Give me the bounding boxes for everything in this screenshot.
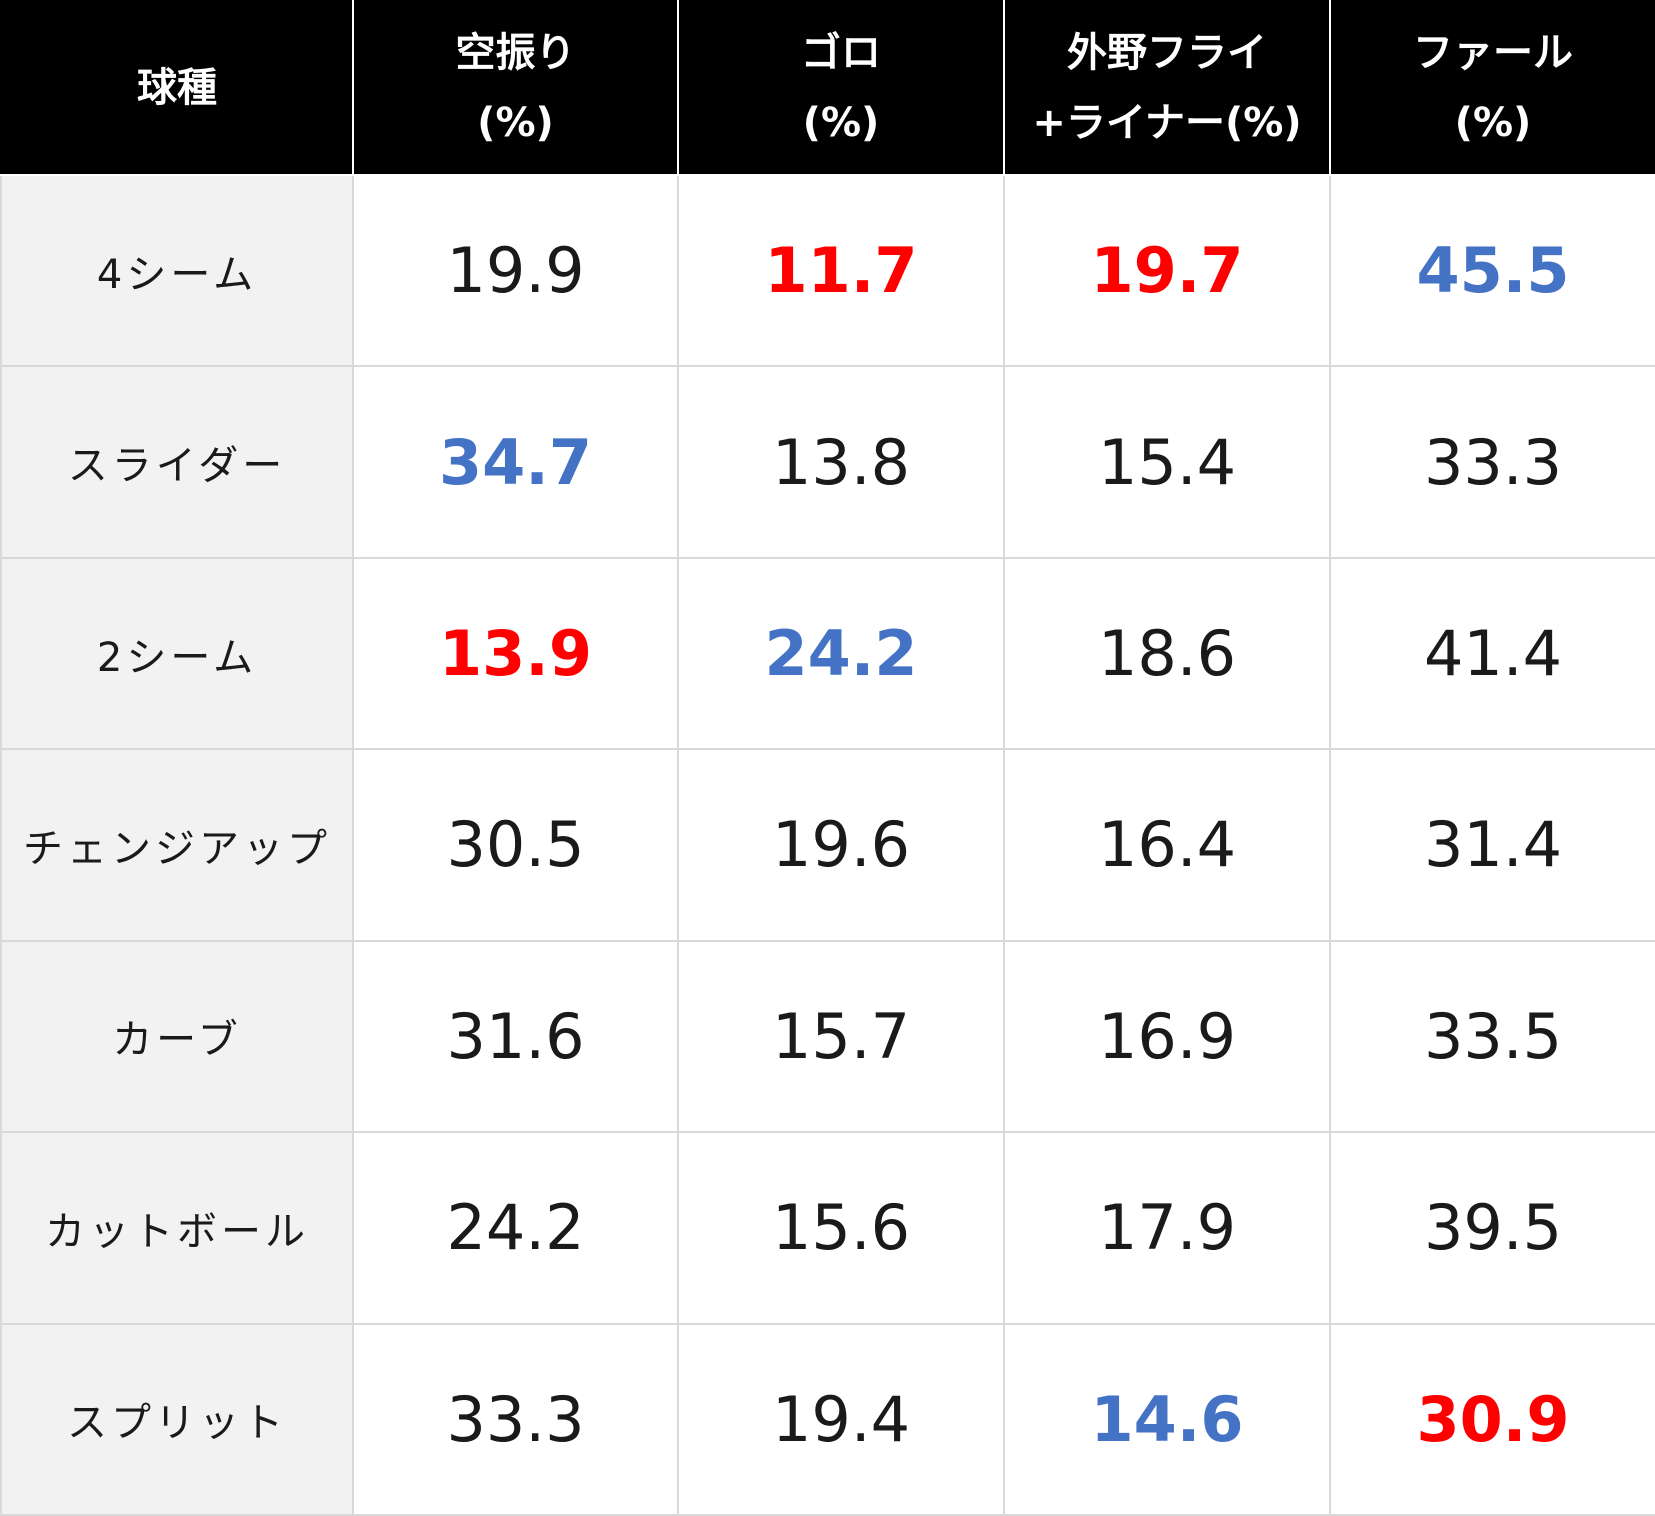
pitch-type-cell: カーブ: [0, 939, 354, 1134]
grounder-cell: 19.4: [677, 1322, 1005, 1516]
header-row: 球種 空振り (%) ゴロ (%) 外野フライ +ライナー(%) ファール (%…: [0, 0, 1655, 176]
header-swinging-strike-label: 空振り: [455, 30, 576, 76]
pitch-type-cell: カットボール: [0, 1131, 354, 1325]
swinging-strike-cell: 24.2: [352, 1131, 679, 1325]
outfield-fly-liner-cell: 18.6: [1003, 556, 1331, 751]
swinging-strike-cell: 30.5: [352, 748, 679, 942]
header-swinging-strike-unit: (%): [477, 100, 554, 146]
swinging-strike-cell: 31.6: [352, 939, 679, 1134]
header-pitch-type: 球種: [0, 0, 354, 176]
pitch-type-cell: 4シーム: [0, 173, 354, 368]
foul-cell: 45.5: [1329, 173, 1655, 368]
swinging-strike-cell: 19.9: [352, 173, 679, 368]
foul-cell: 31.4: [1329, 748, 1655, 942]
header-grounder: ゴロ (%): [677, 0, 1005, 176]
header-grounder-label: ゴロ: [801, 30, 881, 76]
foul-cell: 41.4: [1329, 556, 1655, 751]
outfield-fly-liner-cell: 14.6: [1003, 1322, 1331, 1516]
outfield-fly-liner-cell: 17.9: [1003, 1131, 1331, 1325]
grounder-cell: 15.6: [677, 1131, 1005, 1325]
grounder-cell: 19.6: [677, 748, 1005, 942]
header-outfield-fly-label: 外野フライ: [1067, 30, 1267, 76]
outfield-fly-liner-cell: 16.4: [1003, 748, 1331, 942]
grounder-cell: 15.7: [677, 939, 1005, 1134]
pitch-type-cell: スプリット: [0, 1322, 354, 1516]
foul-cell: 33.5: [1329, 939, 1655, 1134]
header-swinging-strike: 空振り (%): [352, 0, 679, 176]
header-pitch-type-label: 球種: [137, 65, 217, 111]
pitch-type-cell: チェンジアップ: [0, 748, 354, 942]
swinging-strike-cell: 33.3: [352, 1322, 679, 1516]
table-row: チェンジアップ 30.5 19.6 16.4 31.4: [0, 748, 1655, 942]
foul-cell: 30.9: [1329, 1322, 1655, 1516]
grounder-cell: 11.7: [677, 173, 1005, 368]
header-outfield-fly-liner: 外野フライ +ライナー(%): [1003, 0, 1331, 176]
grounder-cell: 24.2: [677, 556, 1005, 751]
table-row: スプリット 33.3 19.4 14.6 30.9: [0, 1322, 1655, 1516]
swinging-strike-cell: 34.7: [352, 365, 679, 559]
table-row: 2シーム 13.9 24.2 18.6 41.4: [0, 556, 1655, 751]
table-body: 4シーム 19.9 11.7 19.7 45.5 スライダー 34.7 13.8…: [0, 173, 1655, 1516]
pitch-type-cell: 2シーム: [0, 556, 354, 751]
table-header: 球種 空振り (%) ゴロ (%) 外野フライ +ライナー(%) ファール (%…: [0, 0, 1655, 176]
header-grounder-unit: (%): [802, 100, 880, 146]
table-row: カットボール 24.2 15.6 17.9 39.5: [0, 1131, 1655, 1325]
foul-cell: 33.3: [1329, 365, 1655, 559]
outfield-fly-liner-cell: 15.4: [1003, 365, 1331, 559]
header-foul: ファール (%): [1329, 0, 1655, 176]
table-row: カーブ 31.6 15.7 16.9 33.5: [0, 939, 1655, 1134]
outfield-fly-liner-cell: 16.9: [1003, 939, 1331, 1134]
table-row: スライダー 34.7 13.8 15.4 33.3: [0, 365, 1655, 559]
table-row: 4シーム 19.9 11.7 19.7 45.5: [0, 173, 1655, 368]
pitch-type-cell: スライダー: [0, 365, 354, 559]
foul-cell: 39.5: [1329, 1131, 1655, 1325]
header-foul-unit: (%): [1454, 100, 1532, 146]
swinging-strike-cell: 13.9: [352, 556, 679, 751]
header-foul-label: ファール: [1413, 30, 1573, 76]
outfield-fly-liner-cell: 19.7: [1003, 173, 1331, 368]
grounder-cell: 13.8: [677, 365, 1005, 559]
header-liner-unit: +ライナー(%): [1032, 100, 1302, 146]
